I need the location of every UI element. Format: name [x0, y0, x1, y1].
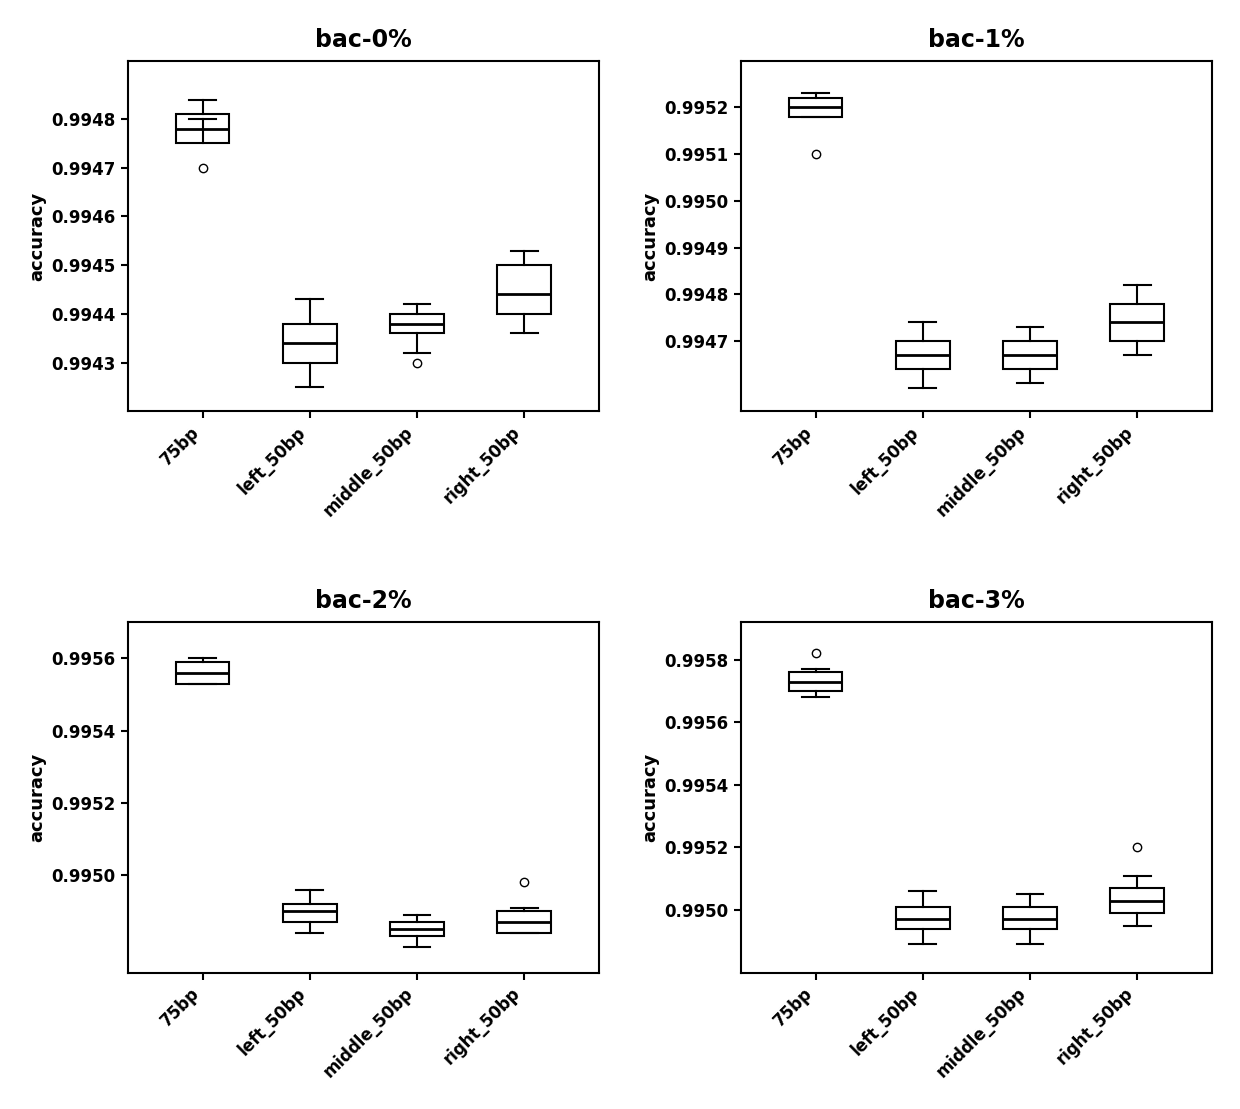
Y-axis label: accuracy: accuracy — [641, 753, 658, 842]
PathPatch shape — [391, 314, 444, 334]
Title: bac-1%: bac-1% — [928, 28, 1024, 52]
Y-axis label: accuracy: accuracy — [29, 753, 46, 842]
PathPatch shape — [1003, 342, 1056, 369]
PathPatch shape — [1110, 888, 1164, 913]
PathPatch shape — [176, 662, 229, 683]
PathPatch shape — [789, 98, 842, 116]
PathPatch shape — [497, 265, 551, 314]
PathPatch shape — [497, 912, 551, 933]
PathPatch shape — [1003, 907, 1056, 929]
Title: bac-0%: bac-0% — [315, 28, 412, 52]
Title: bac-3%: bac-3% — [928, 589, 1024, 613]
PathPatch shape — [789, 672, 842, 691]
PathPatch shape — [283, 904, 336, 922]
Y-axis label: accuracy: accuracy — [27, 191, 46, 281]
PathPatch shape — [283, 324, 336, 363]
PathPatch shape — [176, 114, 229, 143]
PathPatch shape — [391, 922, 444, 936]
PathPatch shape — [897, 342, 950, 369]
PathPatch shape — [897, 907, 950, 929]
Title: bac-2%: bac-2% — [315, 589, 412, 613]
Y-axis label: accuracy: accuracy — [641, 191, 658, 281]
PathPatch shape — [1110, 304, 1164, 342]
